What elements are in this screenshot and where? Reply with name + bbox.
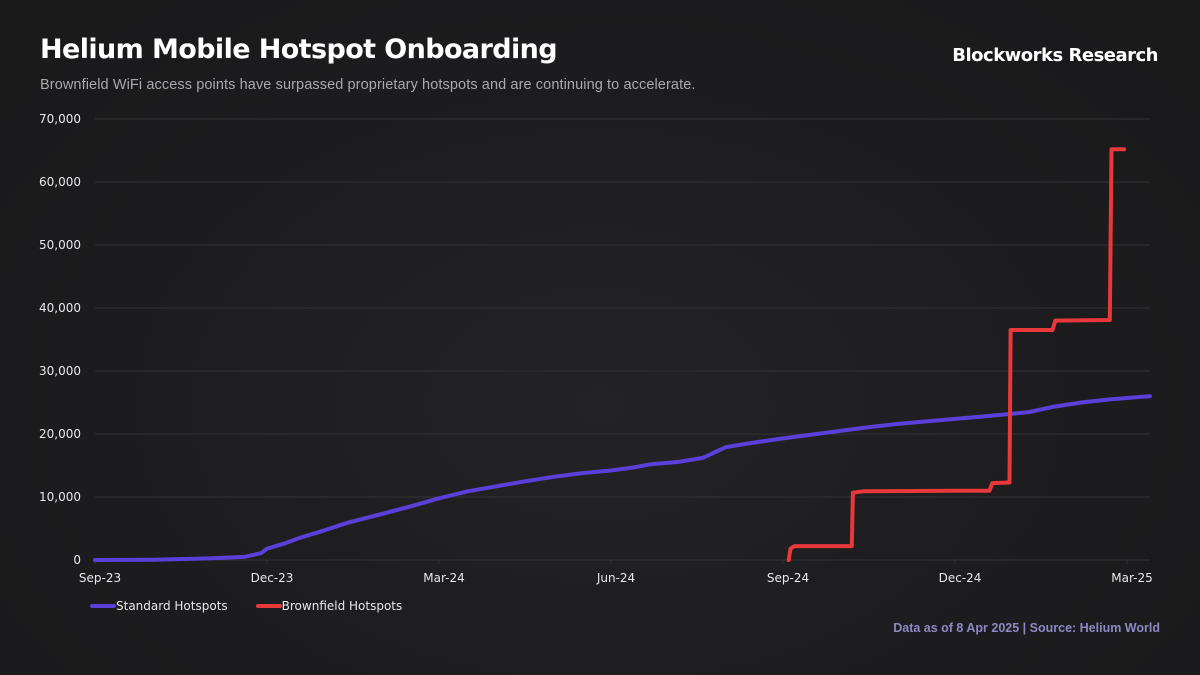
source-note: Data as of 8 Apr 2025 | Source: Helium W… xyxy=(893,621,1160,635)
y-tick-label: 70,000 xyxy=(39,112,81,126)
legend-label-brownfield: Brownfield Hotspots xyxy=(281,599,403,613)
y-axis: 0 10,000 20,000 30,000 40,000 50,000 60,000 70,… xyxy=(39,112,81,567)
chart-title: Helium Mobile Hotspot Onboarding xyxy=(40,34,558,65)
gridlines xyxy=(95,118,1150,561)
legend-item-brownfield[interactable]: Brownfield Hotspots xyxy=(255,599,403,613)
x-tick-label: Mar-24 xyxy=(423,571,464,585)
chart-subtitle: Brownfield WiFi access points have surpa… xyxy=(40,77,696,93)
legend-swatch-brownfield xyxy=(255,604,282,608)
x-tick-label: Dec-24 xyxy=(939,571,982,585)
y-tick-label: 30,000 xyxy=(39,364,81,378)
y-tick-label: 20,000 xyxy=(39,427,81,441)
y-tick-label: 60,000 xyxy=(39,175,81,189)
y-tick-label: 10,000 xyxy=(39,490,81,504)
series-line-brownfield-hotspots xyxy=(786,147,1127,562)
y-tick-label: 50,000 xyxy=(39,238,81,252)
x-tick-label: Dec-23 xyxy=(251,571,294,585)
x-axis: Sep-23 Dec-23 Mar-24 Jun-24 Sep-24 Dec-24 Mar-… xyxy=(79,560,1153,585)
x-tick-label: Jun-24 xyxy=(596,571,635,585)
y-tick-label: 40,000 xyxy=(39,301,81,315)
series-lines xyxy=(93,147,1152,562)
x-tick-label: Sep-23 xyxy=(79,571,121,585)
y-tick-label: 0 xyxy=(73,553,81,567)
legend-swatch-standard xyxy=(90,604,116,608)
legend: Standard Hotspots Brownfield Hotspots xyxy=(90,599,402,613)
legend-item-standard[interactable]: Standard Hotspots xyxy=(90,599,228,613)
legend-label-standard: Standard Hotspots xyxy=(116,599,228,613)
x-tick-label: Sep-24 xyxy=(767,571,809,585)
brand-logo-text: Blockworks Research xyxy=(952,45,1158,66)
series-line-standard-hotspots xyxy=(93,394,1152,562)
x-tick-label: Mar-25 xyxy=(1111,571,1152,585)
